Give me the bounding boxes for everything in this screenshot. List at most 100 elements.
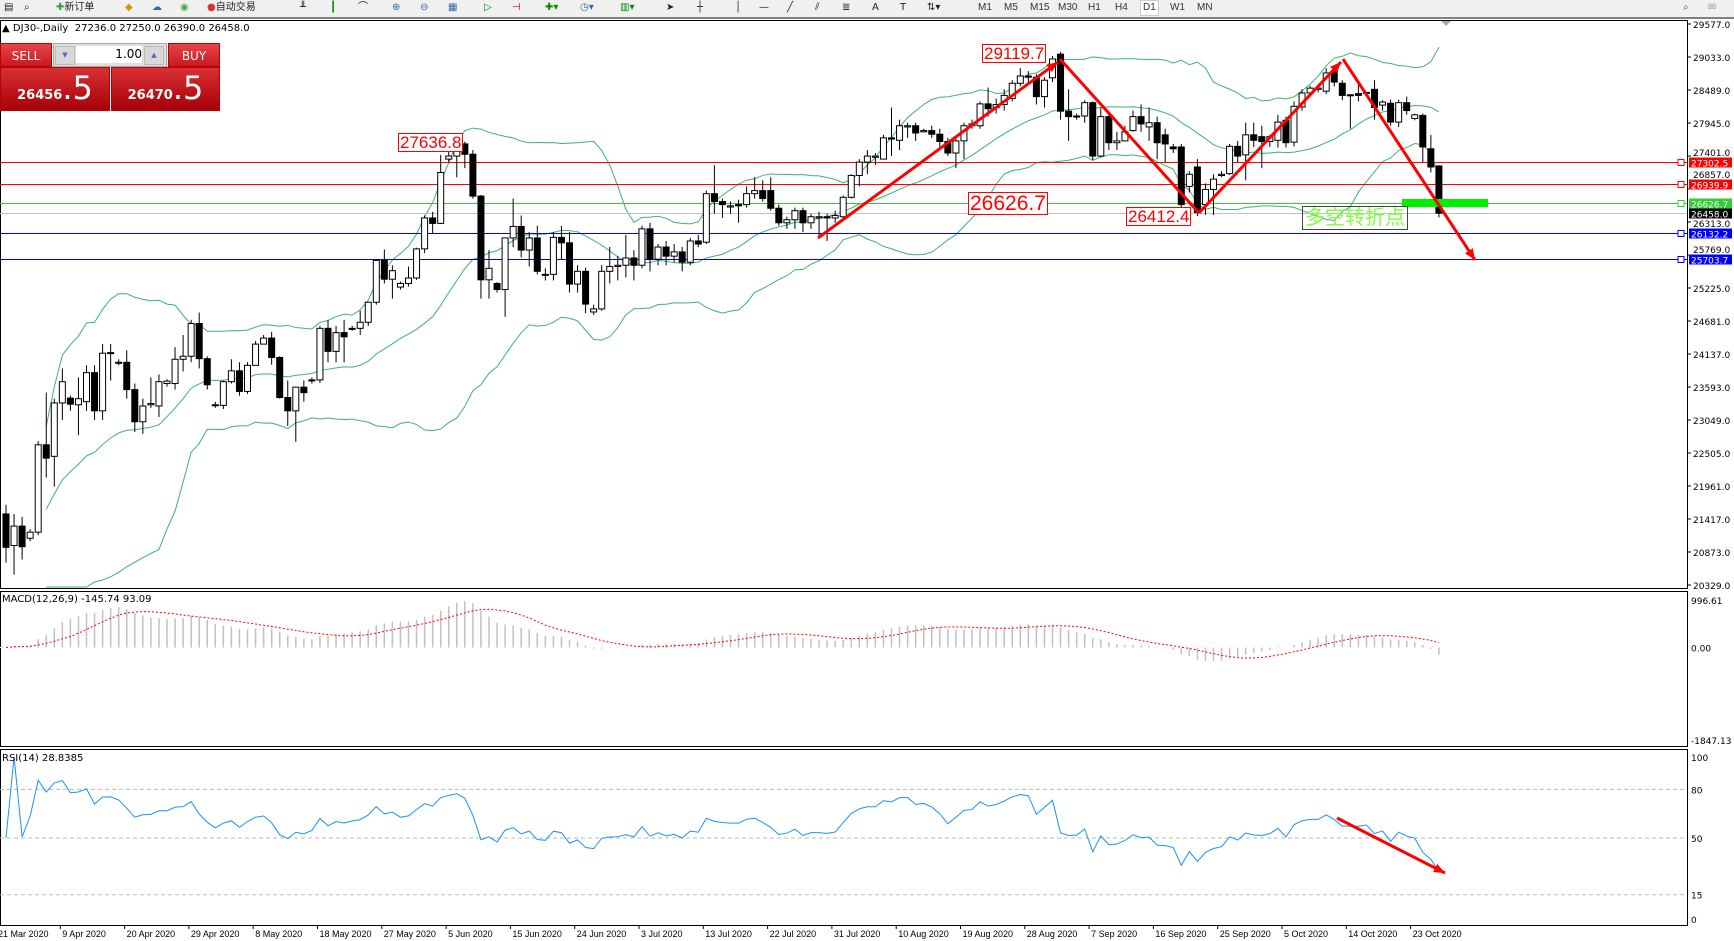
level-price-tag <box>1689 228 1732 239</box>
candle-bullish <box>1145 122 1153 128</box>
equidistant-channel-icon[interactable]: ⫽ <box>815 2 820 13</box>
candle-bearish <box>1161 134 1169 145</box>
candle-bullish <box>855 161 863 176</box>
sell-price-button[interactable]: 26456 .5 <box>0 67 110 111</box>
candle-bullish <box>1113 140 1121 144</box>
crosshair-icon[interactable]: ┼ <box>697 2 704 13</box>
timeframe-h4[interactable]: H4 <box>1115 2 1128 13</box>
candle-bullish <box>1008 82 1016 99</box>
autoscroll-icon[interactable]: ⊣ <box>512 2 521 13</box>
candle-bullish <box>1210 178 1217 190</box>
lot-decrease-icon[interactable]: ▼ <box>55 46 75 65</box>
buy-button[interactable]: BUY <box>168 43 220 67</box>
candle-bullish <box>260 337 268 345</box>
date-axis-label: 13 Jul 2020 <box>705 929 752 939</box>
bar-chart-icon[interactable]: ╨ <box>300 2 307 13</box>
horizontal-line-icon[interactable]: — <box>759 2 769 13</box>
fibonacci-icon[interactable]: ≣ <box>842 2 851 13</box>
candle-bullish <box>807 216 815 224</box>
collapse-triangle-icon[interactable]: ▲ <box>2 23 10 34</box>
lot-increase-icon[interactable]: ▲ <box>144 46 164 65</box>
candle-bearish <box>775 207 783 224</box>
candle-bullish <box>783 219 791 224</box>
search-icon[interactable]: ⌕ <box>1683 2 1689 13</box>
tile-windows-icon[interactable]: ▦ <box>448 2 458 13</box>
lot-size-input[interactable]: 1.00 <box>76 46 142 63</box>
candle-bearish <box>477 195 485 281</box>
annotation-trough-26412[interactable]: 26412.4 <box>1126 207 1192 226</box>
zoom-search-icon[interactable]: ⌕ <box>24 2 30 13</box>
trend-arrow-up-1-head <box>1046 62 1058 73</box>
text-icon[interactable]: A <box>872 2 879 13</box>
lot-size-stepper[interactable]: ▼ 1.00 ▲ <box>53 43 167 67</box>
level-price-tag <box>1689 198 1732 209</box>
signals-icon[interactable]: ◉ <box>180 2 189 13</box>
trend-arrow-up-1 <box>817 60 1059 240</box>
candle-bearish <box>18 525 26 548</box>
candle-bullish <box>34 444 42 533</box>
candle-bearish <box>1105 116 1113 144</box>
candle-bearish <box>1338 82 1346 96</box>
candlestick-icon[interactable]: ┃ <box>330 2 337 13</box>
candle-bullish <box>147 403 155 406</box>
timeframe-m1[interactable]: M1 <box>978 2 992 13</box>
zoom-out-icon[interactable]: ⊖ <box>420 2 429 13</box>
trend-arrow-down-2-head <box>1465 248 1475 260</box>
pane-frame-0 <box>0 20 1688 589</box>
annotation-peak-27636[interactable]: 27636.8 <box>398 133 464 152</box>
candle-bearish <box>380 259 388 280</box>
candle-bearish <box>759 190 767 200</box>
timeframe-h1[interactable]: H1 <box>1088 2 1101 13</box>
candle-bullish <box>348 327 356 330</box>
navigator-icon[interactable]: ☁ <box>152 2 162 13</box>
timeframe-w1[interactable]: W1 <box>1170 2 1185 13</box>
timeframe-d1[interactable]: D1 <box>1140 0 1159 16</box>
vertical-line-icon[interactable]: │ <box>735 2 742 13</box>
cursor-icon[interactable]: ➤ <box>666 2 675 13</box>
chat-icon[interactable]: ✉ <box>1708 2 1717 13</box>
candle-bearish <box>131 389 139 423</box>
price-axis-label: 23593.0 <box>1693 384 1730 394</box>
level-price-tag <box>1689 208 1732 219</box>
candle-bullish <box>920 130 928 133</box>
annotation-level-26626[interactable]: 26626.7 <box>968 192 1048 215</box>
meta-editor-icon[interactable]: ◆ <box>125 2 133 13</box>
auto-trading-button[interactable]: ●自动交易 <box>207 1 256 15</box>
rsi-axis-label: 15 <box>1691 892 1702 902</box>
text-label-icon[interactable]: T <box>900 2 907 13</box>
timeframe-mn[interactable]: MN <box>1197 2 1213 13</box>
candle-bearish <box>1177 146 1185 206</box>
indicators-icon[interactable]: ✚▾ <box>545 2 559 13</box>
arrows-icon[interactable]: ⇅▾ <box>927 2 941 13</box>
terminal-icon[interactable]: ▤ <box>4 2 14 13</box>
candle-bearish <box>718 201 726 206</box>
buy-price-button[interactable]: 26470 .5 <box>111 67 220 111</box>
price-axis-label: 21417.0 <box>1693 516 1730 526</box>
rsi-down-arrow <box>1336 816 1446 875</box>
price-axis-label: 27401.0 <box>1693 149 1730 159</box>
macd-axis-label: 0.00 <box>1691 644 1711 654</box>
annotation-turning-point[interactable]: 多空转折点 <box>1302 206 1408 230</box>
candle-bullish <box>638 228 646 266</box>
line-chart-icon[interactable]: ⌒ <box>358 2 368 13</box>
date-axis-label: 29 Apr 2020 <box>191 929 240 939</box>
new-order-button[interactable]: ✚新订单 <box>56 1 94 15</box>
templates-icon[interactable]: ▥▾ <box>620 2 635 13</box>
sell-button[interactable]: SELL <box>0 43 52 67</box>
annotation-peak-29119[interactable]: 29119.7 <box>982 44 1047 63</box>
candle-bullish <box>622 257 630 266</box>
timeframe-m15[interactable]: M15 <box>1030 2 1050 13</box>
candle-bullish <box>388 270 396 280</box>
candle-bullish <box>171 358 179 385</box>
level-handle <box>1677 256 1685 263</box>
trendline-icon[interactable]: ╱ <box>787 2 794 13</box>
timeframe-m30[interactable]: M30 <box>1058 2 1078 13</box>
chart-shift-icon[interactable]: ▷ <box>484 2 492 13</box>
zoom-in-icon[interactable]: ⊕ <box>392 2 401 13</box>
timeframe-m5[interactable]: M5 <box>1004 2 1018 13</box>
date-axis-label: 5 Jun 2020 <box>448 929 493 939</box>
candle-bullish <box>831 215 839 219</box>
periods-clock-icon[interactable]: ◷▾ <box>580 2 594 13</box>
candle-bullish <box>308 379 316 382</box>
